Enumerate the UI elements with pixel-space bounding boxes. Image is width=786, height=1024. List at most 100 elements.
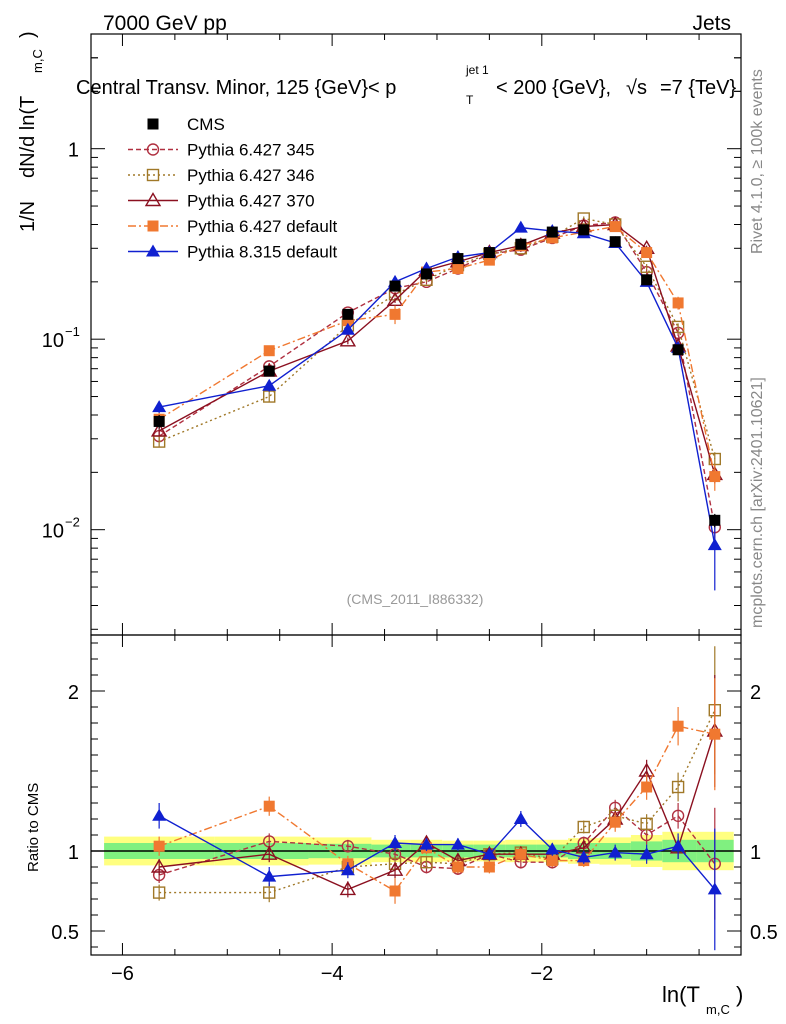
- series-line: [158, 225, 716, 477]
- ratio-point: [482, 847, 497, 860]
- ratio-point: [707, 882, 722, 895]
- ratio-series-line: [159, 730, 716, 891]
- legend-label: Pythia 8.315 default: [187, 243, 338, 262]
- ratio-point: [389, 885, 401, 897]
- side-label-top: Rivet 4.1.0, ≥ 100k events: [749, 69, 766, 254]
- x-label-c: ): [736, 982, 743, 1007]
- legend-label: Pythia 6.427 default: [187, 217, 338, 236]
- y-tick-label: 1: [68, 140, 79, 162]
- legend-marker: [144, 192, 162, 207]
- data-series: [153, 224, 721, 528]
- data-point: [389, 280, 401, 292]
- legend-marker: [146, 143, 160, 156]
- ratio-point: [153, 840, 165, 852]
- ratio-point: [341, 840, 355, 853]
- series-point: [707, 538, 722, 551]
- ratio-point: [640, 817, 653, 830]
- series-point: [386, 291, 404, 307]
- ratio-point: [340, 863, 355, 876]
- ratio-tick-label-left: 1: [68, 842, 79, 864]
- data-point: [515, 238, 527, 250]
- data-point: [641, 274, 653, 286]
- ratio-point: [513, 812, 528, 824]
- chart-title-prefix: Central Transv. Minor, 125 {GeV}< p: [76, 77, 396, 99]
- series-point: [452, 263, 464, 275]
- legend-marker: [146, 168, 160, 182]
- data-point: [483, 247, 495, 259]
- x-axis-label: ln(T m,C ): [662, 982, 743, 1017]
- y-label-sub: m,C: [30, 49, 45, 73]
- chart-title: Central Transv. Minor, 125 {GeV}< p jet …: [76, 63, 737, 107]
- series-point: [709, 471, 721, 483]
- data-point: [672, 344, 684, 356]
- y-tick-base: 1: [68, 140, 79, 162]
- ratio-point: [419, 837, 434, 850]
- ratio-tick-label-left: 0.5: [51, 922, 79, 944]
- y-axis-label-main: 1/N dN/d ln(T m,C ): [17, 31, 45, 232]
- legend-item: Pythia 8.315 default: [128, 243, 338, 262]
- legend-marker: [146, 244, 160, 257]
- chart-title-sup: jet 1: [465, 63, 489, 77]
- x-label-sub: m,C: [706, 1002, 730, 1017]
- chart-title-middle: < 200 {GeV},: [496, 77, 611, 99]
- ratio-point: [545, 842, 560, 855]
- ratio-point: [671, 809, 685, 822]
- data-point: [263, 365, 275, 377]
- data-point: [609, 236, 621, 248]
- series-point: [672, 297, 684, 309]
- ratio-series-line: [158, 725, 715, 892]
- ratio-point: [452, 861, 464, 873]
- ratio-series-4: [152, 803, 722, 951]
- legend-item: Pythia 6.427 345: [128, 141, 315, 160]
- ratio-plot: −6 −4 −2 2 2 1 1 0.5 0.5: [51, 634, 778, 985]
- legend-item: Pythia 6.427 346: [128, 166, 315, 185]
- series-line: [158, 217, 716, 460]
- series-point: [340, 322, 355, 335]
- header-right: Jets: [692, 12, 731, 35]
- ratio-point: [576, 850, 591, 863]
- series-point: [150, 422, 168, 437]
- ratio-series-line: [158, 806, 716, 876]
- ratio-point: [263, 886, 276, 899]
- analysis-label: (CMS_2011_I886332): [347, 591, 484, 607]
- ratio-point: [339, 881, 357, 896]
- ratio-point: [639, 847, 654, 860]
- series-point: [513, 220, 528, 233]
- series-point: [339, 332, 357, 347]
- ratio-tick-label-right: 2: [750, 682, 761, 704]
- ratio-point: [709, 728, 721, 740]
- series-point: [641, 247, 653, 259]
- ratio-point: [515, 848, 527, 860]
- series-point: [546, 232, 558, 244]
- side-label-bottom: mcplots.cern.ch [arXiv:2401.10621]: [749, 377, 766, 628]
- ratio-point: [546, 855, 558, 867]
- legend-label: CMS: [187, 115, 225, 134]
- ratio-tick-label-left: 2: [68, 682, 79, 704]
- ratio-point: [608, 845, 623, 858]
- ratio-point: [420, 856, 433, 869]
- ratio-point: [450, 837, 465, 850]
- ratio-point: [263, 800, 275, 812]
- series-point: [609, 221, 621, 233]
- ratio-tick-label-right: 1: [750, 842, 761, 864]
- ratio-series-line: [158, 815, 716, 890]
- ratio-point: [261, 845, 278, 860]
- x-tick-label: −4: [321, 963, 344, 985]
- y-tick-base: 10: [42, 521, 64, 543]
- y-tick-label: 10 −2: [42, 515, 80, 543]
- data-point: [342, 308, 354, 320]
- legend-label: Pythia 6.427 345: [187, 141, 315, 160]
- ratio-point: [388, 836, 403, 848]
- ratio-tick-label-right: 0.5: [750, 922, 778, 944]
- y-axis-label-ratio: Ratio to CMS: [25, 783, 42, 872]
- legend-item: Pythia 6.427 default: [128, 217, 338, 236]
- y-tick-exp: −1: [65, 324, 80, 339]
- series-point: [152, 400, 167, 413]
- x-tick-label: −6: [111, 963, 134, 985]
- legend-marker: [147, 118, 159, 130]
- series-line: [158, 223, 716, 475]
- legend-label: Pythia 6.427 346: [187, 166, 315, 185]
- ratio-point: [152, 886, 166, 899]
- chart-title-sqrt: √s: [626, 77, 647, 99]
- series-point: [342, 315, 354, 327]
